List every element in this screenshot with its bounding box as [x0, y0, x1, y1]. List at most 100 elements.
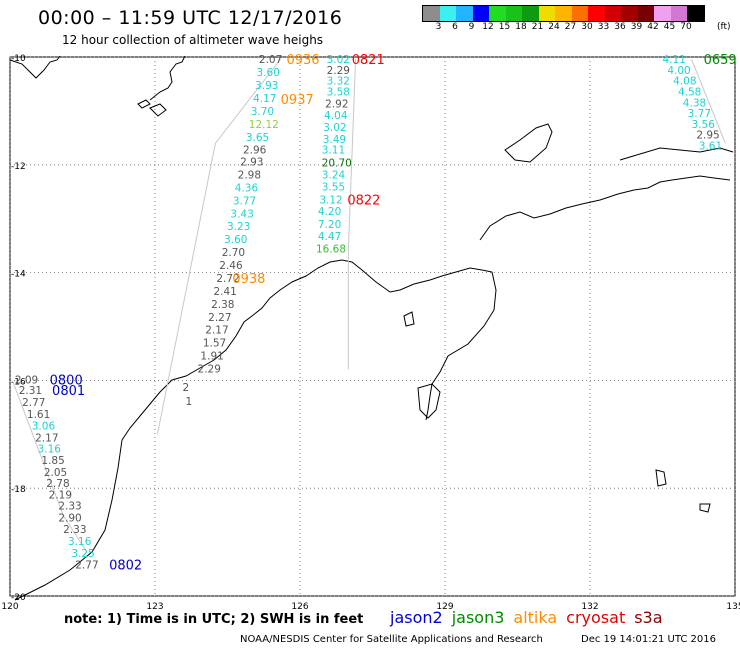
- color-swatch: [472, 6, 489, 21]
- color-scale-label: 12: [482, 22, 494, 32]
- color-swatch: [637, 6, 654, 21]
- wave-height-value: 2.33: [63, 524, 86, 536]
- wave-height-value: 3.65: [246, 132, 269, 144]
- wave-height-value: 1.61: [27, 409, 50, 421]
- legend-entry-altika: altika: [513, 608, 558, 627]
- pass-time-label: 0801: [52, 384, 85, 399]
- wave-height-value: 2.92: [325, 98, 348, 110]
- satellite-track: [156, 58, 282, 435]
- wave-height-value: 2.05: [44, 467, 67, 479]
- wave-height-value: 3.02: [323, 122, 346, 134]
- color-scale-label: 70: [680, 22, 692, 32]
- island-groote: [655, 469, 667, 487]
- map-frame: [9, 56, 736, 597]
- wave-height-value: 3.32: [327, 76, 350, 88]
- color-swatch: [423, 6, 440, 21]
- color-swatch: [555, 6, 572, 21]
- island-small-1: [149, 103, 167, 117]
- color-scale-label: 39: [630, 22, 643, 32]
- wave-height-value: 3.49: [323, 134, 346, 146]
- wave-height-value: 4.04: [324, 110, 348, 122]
- pass-time-label: 0938: [232, 272, 265, 287]
- wave-height-value: 1.85: [41, 455, 64, 467]
- color-swatch: [621, 6, 638, 21]
- wave-height-value: 4.00: [667, 65, 690, 77]
- color-scale-label: 36: [614, 22, 626, 32]
- wave-height-value: 3.16: [38, 443, 62, 455]
- map-subtitle: 12 hour collection of altimeter wave hei…: [62, 33, 324, 47]
- generation-timestamp: Dec 19 14:01:21 UTC 2016: [581, 634, 716, 645]
- wave-height-value: 2.27: [208, 312, 231, 324]
- wave-height-value: 2.17: [205, 325, 228, 337]
- lon-tick-label: 135: [726, 602, 740, 612]
- island-wellesley: [699, 503, 711, 513]
- color-swatch: [588, 6, 605, 21]
- wave-height-value: 2.72: [216, 273, 239, 285]
- lat-tick-label: -14: [11, 270, 26, 280]
- legend-entry-jason3: jason3: [451, 608, 505, 627]
- coastline-timor-east: [149, 55, 186, 101]
- color-swatch: [538, 6, 555, 21]
- wave-height-value: 3.60: [224, 234, 247, 246]
- color-scale-label: 33: [597, 22, 610, 32]
- pass-time-label: 0937: [281, 93, 314, 108]
- pass-time-label: 0821: [352, 53, 385, 68]
- color-swatch: [456, 6, 473, 21]
- wave-height-value: 2: [183, 382, 190, 394]
- wave-height-value: 2.17: [35, 433, 58, 445]
- wave-height-value: 2.77: [75, 560, 98, 572]
- wave-height-value: 4.38: [683, 97, 706, 109]
- footer-note: note: 1) Time is in UTC; 2) SWH is in fe…: [64, 612, 364, 627]
- color-scale-label: 15: [498, 22, 511, 32]
- credit-line: NOAA/NESDIS Center for Satellite Applica…: [240, 634, 543, 645]
- color-swatch: [489, 6, 506, 21]
- color-scale-bar: [422, 5, 705, 22]
- wave-height-value: 1: [185, 396, 192, 408]
- color-scale-label: 18: [515, 22, 527, 32]
- wave-height-value: 7.20: [318, 219, 341, 231]
- wave-height-value: 3.23: [227, 221, 250, 233]
- wave-height-value: 2.70: [222, 247, 245, 259]
- wave-height-value: 3.55: [322, 181, 345, 193]
- wave-height-value: 2.46: [219, 260, 243, 272]
- wave-height-value: 2.77: [22, 397, 45, 409]
- color-swatch: [604, 6, 621, 21]
- wave-height-value: 3.24: [322, 170, 346, 182]
- wave-height-value: 2.41: [213, 286, 236, 298]
- color-scale-label: 24: [548, 22, 560, 32]
- lat-tick-label: -12: [11, 162, 26, 172]
- wave-height-value: 2.95: [696, 130, 719, 142]
- wave-height-value: 4.11: [663, 54, 686, 66]
- wave-height-value: 1.57: [203, 338, 226, 350]
- lat-lon-grid: 120123126129132135-10-12-14-16-18-20: [1, 54, 740, 612]
- wave-height-value: 2.78: [46, 478, 69, 490]
- wave-height-value: 3.16: [68, 536, 92, 548]
- wave-height-value: 2.19: [49, 490, 72, 502]
- wave-height-value: 3.02: [327, 54, 350, 66]
- satellite-tracks: [11, 58, 726, 554]
- lat-tick-label: -10: [11, 54, 26, 64]
- legend-entry-cryosat: cryosat: [566, 608, 626, 627]
- lon-tick-label: 129: [436, 602, 453, 612]
- pass-time-label: 0802: [109, 559, 142, 574]
- wave-height-value: 3.70: [251, 106, 274, 118]
- wave-height-value: 2.90: [58, 512, 81, 524]
- color-swatch: [505, 6, 522, 21]
- pass-time-label: 0800: [50, 373, 83, 388]
- wave-height-value: 4.17: [253, 93, 276, 105]
- pass-time-label: 0936: [286, 53, 319, 68]
- wave-height-value: 4.20: [318, 206, 341, 218]
- wave-height-value: 3.77: [688, 108, 711, 120]
- legend-entry-s3a: s3a: [634, 608, 663, 627]
- wave-height-value: 3.12: [319, 194, 342, 206]
- map-title: 00:00 – 11:59 UTC 12/17/2016: [38, 7, 343, 29]
- wave-height-value: 2.29: [327, 65, 350, 77]
- wave-height-value: 2.33: [58, 500, 81, 512]
- wave-height-value: 4.36: [235, 182, 259, 194]
- wave-height-value: 20.70: [322, 158, 352, 170]
- color-scale-label: 9: [468, 22, 475, 32]
- wave-height-value: 16.68: [316, 243, 346, 255]
- color-scale-unit: (ft): [717, 22, 731, 32]
- wave-height-value: 3.06: [32, 421, 56, 433]
